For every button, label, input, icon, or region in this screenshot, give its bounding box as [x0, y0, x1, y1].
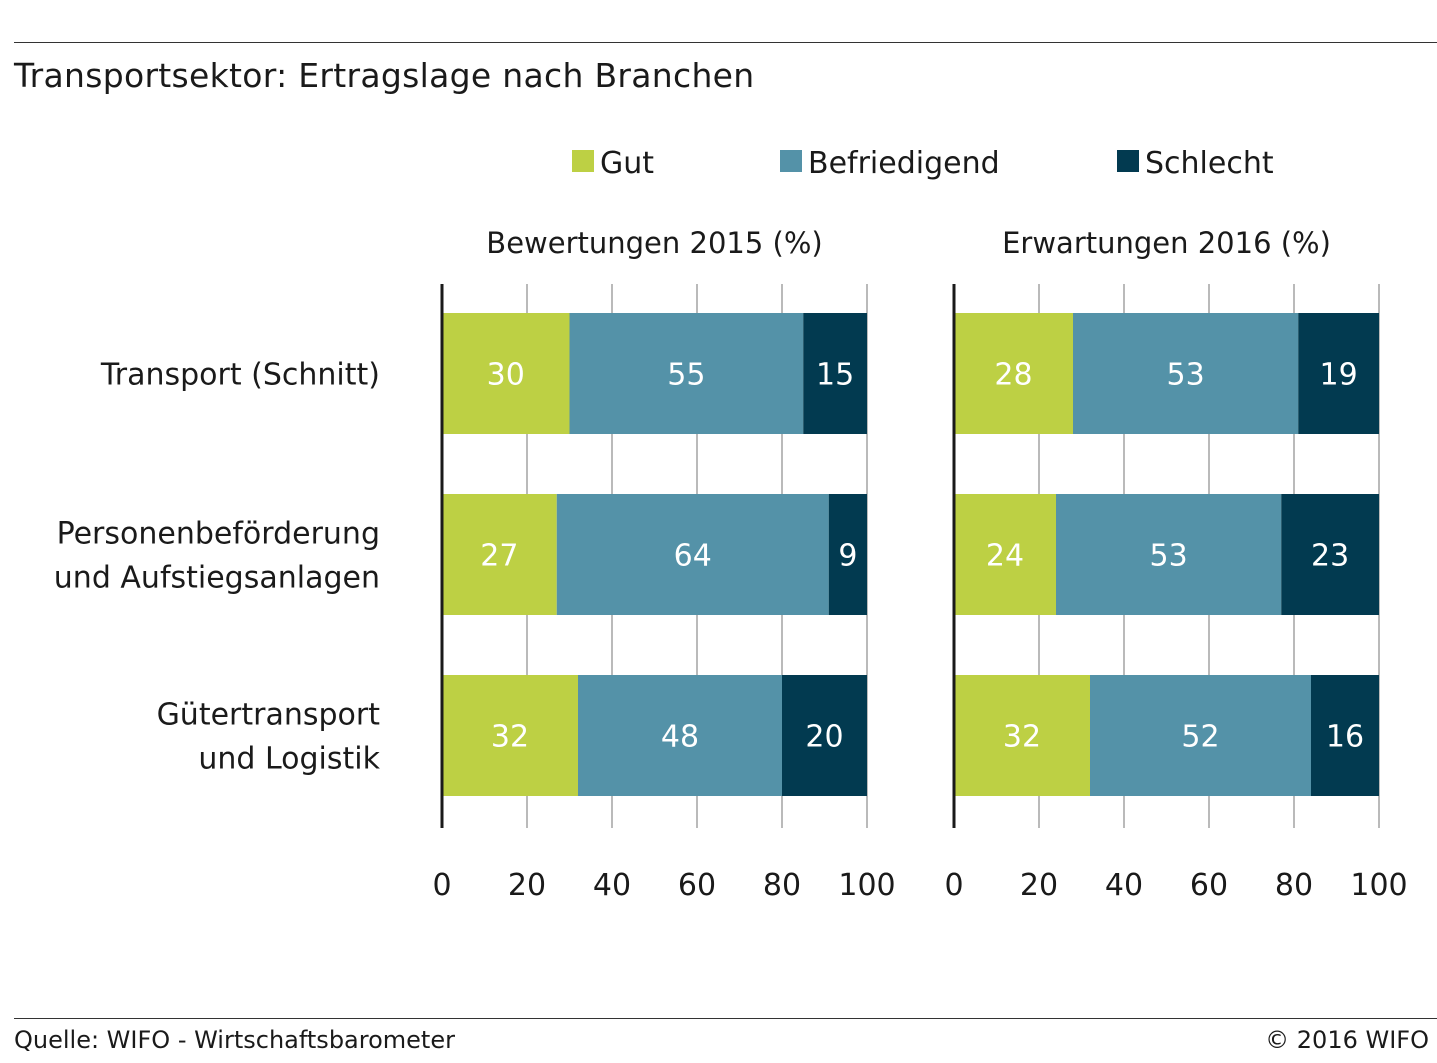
- data-label: 48: [661, 720, 699, 755]
- x-tick-label: 60: [1190, 868, 1228, 903]
- data-label: 20: [805, 720, 843, 755]
- data-label: 24: [986, 539, 1024, 574]
- data-label: 28: [994, 358, 1032, 393]
- panel-title: Erwartungen 2016 (%): [1002, 226, 1331, 260]
- bar-segment-schlecht: [1298, 313, 1379, 434]
- top-rule: [14, 42, 1437, 43]
- data-label: 19: [1320, 358, 1358, 393]
- x-tick-label: 80: [1275, 868, 1313, 903]
- data-label: 64: [674, 539, 712, 574]
- x-tick-label: 100: [838, 868, 895, 903]
- data-label: 9: [838, 539, 857, 574]
- x-tick-label: 80: [763, 868, 801, 903]
- bar-segment-befriedigend: [1056, 494, 1282, 615]
- legend-label-gut: Gut: [600, 146, 654, 181]
- category-label: Transport (Schnitt): [100, 358, 380, 393]
- x-tick-label: 100: [1350, 868, 1407, 903]
- x-tick-label: 40: [1105, 868, 1143, 903]
- bar-segment-gut: [954, 494, 1056, 615]
- category-label: und Aufstiegsanlagen: [54, 561, 380, 596]
- bar-segment-gut: [442, 313, 570, 434]
- bar-segment-schlecht: [1281, 494, 1379, 615]
- bar-segment-gut: [442, 494, 557, 615]
- legend-swatch-befriedigend: [780, 150, 802, 172]
- data-label: 16: [1326, 720, 1364, 755]
- chart-title: Transportsektor: Ertragslage nach Branch…: [14, 56, 755, 95]
- bar-segment-befriedigend: [578, 675, 782, 796]
- data-label: 27: [480, 539, 518, 574]
- bottom-rule: [14, 1018, 1437, 1019]
- data-label: 15: [816, 358, 854, 393]
- bar-segment-befriedigend: [1090, 675, 1311, 796]
- data-label: 52: [1181, 720, 1219, 755]
- legend-swatch-gut: [572, 150, 594, 172]
- legend-label-befriedigend: Befriedigend: [808, 146, 1000, 181]
- panel-title: Bewertungen 2015 (%): [486, 226, 822, 260]
- data-label: 55: [667, 358, 705, 393]
- x-tick-label: 20: [508, 868, 546, 903]
- copyright-note: © 2016 WIFO: [1265, 1026, 1429, 1054]
- x-tick-label: 20: [1020, 868, 1058, 903]
- x-tick-label: 40: [593, 868, 631, 903]
- category-label: Personenbeförderung: [57, 517, 380, 552]
- bar-segment-befriedigend: [569, 313, 804, 434]
- category-label: und Logistik: [198, 742, 380, 777]
- bar-segment-befriedigend: [1073, 313, 1299, 434]
- bar-segment-schlecht: [782, 675, 867, 796]
- bar-segment-befriedigend: [556, 494, 829, 615]
- x-tick-label: 60: [678, 868, 716, 903]
- legend-label-schlecht: Schlecht: [1145, 146, 1274, 181]
- data-label: 53: [1167, 358, 1205, 393]
- data-label: 23: [1311, 539, 1349, 574]
- bar-segment-gut: [442, 675, 578, 796]
- bar-segment-gut: [954, 675, 1090, 796]
- data-label: 32: [491, 720, 529, 755]
- data-label: 53: [1150, 539, 1188, 574]
- bar-segment-schlecht: [828, 494, 867, 615]
- data-label: 30: [487, 358, 525, 393]
- data-label: 32: [1003, 720, 1041, 755]
- x-tick-label: 0: [432, 868, 451, 903]
- legend-swatch-schlecht: [1117, 150, 1139, 172]
- category-label: Gütertransport: [157, 698, 381, 733]
- source-note: Quelle: WIFO - Wirtschaftsbarometer: [14, 1026, 455, 1054]
- x-tick-label: 0: [944, 868, 963, 903]
- bar-segment-schlecht: [1311, 675, 1379, 796]
- bar-segment-gut: [954, 313, 1073, 434]
- bar-segment-schlecht: [803, 313, 867, 434]
